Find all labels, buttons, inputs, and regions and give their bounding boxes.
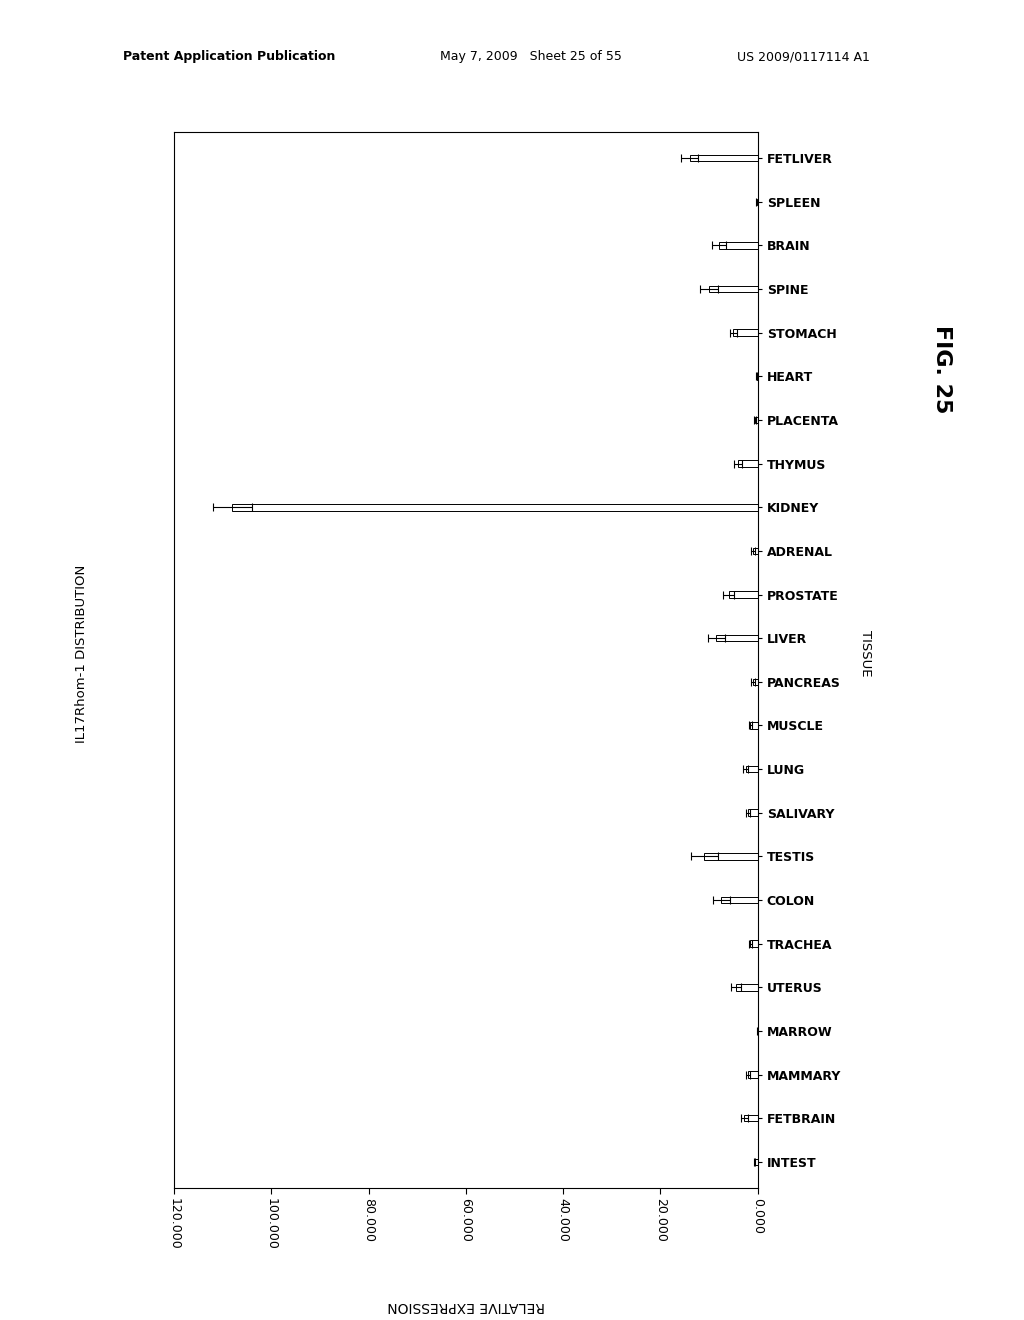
Text: FIG. 25: FIG. 25 [932, 326, 952, 413]
X-axis label: RELATIVE EXPRESSION: RELATIVE EXPRESSION [387, 1299, 545, 1313]
Bar [753, 548, 758, 554]
Bar [736, 983, 758, 990]
Bar [753, 678, 758, 685]
Bar [719, 242, 758, 248]
Bar [756, 417, 758, 424]
Bar [733, 330, 758, 337]
Text: IL17Rhom-1 DISTRIBUTION: IL17Rhom-1 DISTRIBUTION [76, 564, 88, 743]
Bar [748, 809, 758, 816]
Bar [744, 1115, 758, 1122]
Bar [705, 853, 758, 859]
Bar [748, 1072, 758, 1078]
Text: US 2009/0117114 A1: US 2009/0117114 A1 [737, 50, 870, 63]
Bar [751, 940, 758, 946]
Bar [745, 766, 758, 772]
Bar [729, 591, 758, 598]
Bar [755, 1159, 758, 1166]
Bar [751, 722, 758, 729]
Text: TISSUE: TISSUE [859, 630, 871, 677]
Bar [721, 896, 758, 903]
Bar [738, 461, 758, 467]
Bar [690, 154, 758, 161]
Bar [717, 635, 758, 642]
Text: Patent Application Publication: Patent Application Publication [123, 50, 335, 63]
Text: May 7, 2009   Sheet 25 of 55: May 7, 2009 Sheet 25 of 55 [440, 50, 623, 63]
Bar [709, 286, 758, 292]
Bar [232, 504, 758, 511]
